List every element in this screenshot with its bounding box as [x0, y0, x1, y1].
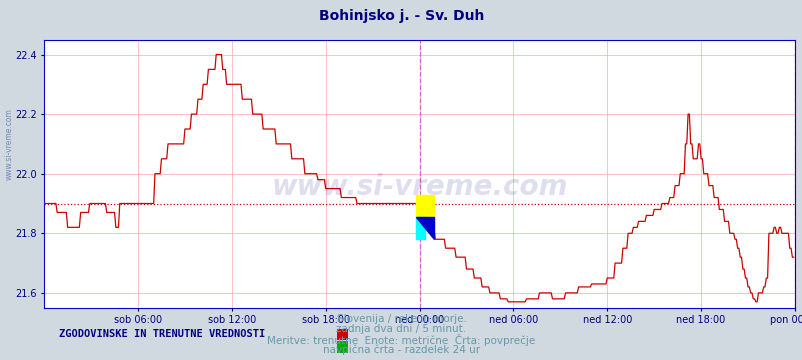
- Text: www.si-vreme.com: www.si-vreme.com: [5, 108, 14, 180]
- Text: Bohinjsko j. - Sv. Duh: Bohinjsko j. - Sv. Duh: [318, 9, 484, 23]
- Text: Slovenija / reke in morje.: Slovenija / reke in morje.: [336, 314, 466, 324]
- Text: navpična črta - razdelek 24 ur: navpična črta - razdelek 24 ur: [322, 344, 480, 355]
- Bar: [415, 217, 424, 239]
- Polygon shape: [415, 217, 433, 239]
- Text: ZGODOVINSKE IN TRENUTNE VREDNOSTI: ZGODOVINSKE IN TRENUTNE VREDNOSTI: [59, 329, 265, 339]
- Text: zadnja dva dni / 5 minut.: zadnja dva dni / 5 minut.: [336, 324, 466, 334]
- Text: Meritve: trenutne  Enote: metrične  Črta: povprečje: Meritve: trenutne Enote: metrične Črta: …: [267, 334, 535, 346]
- Text: www.si-vreme.com: www.si-vreme.com: [271, 173, 567, 201]
- Bar: [415, 194, 433, 217]
